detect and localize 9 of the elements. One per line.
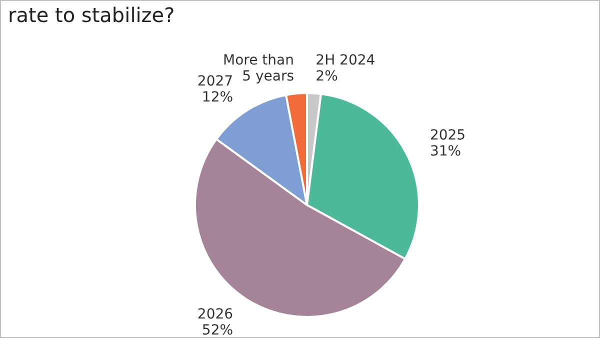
chart-title: rate to stabilize? [8,3,175,27]
slice-label: 2026 [197,306,234,323]
slice-label: 2027 [197,73,234,90]
slice-label: 2H 2024 [316,52,376,68]
slice-label: 2025 [430,127,466,144]
data-label: 52% [202,322,234,338]
data-label: 2% [316,68,338,84]
data-label: 31% [430,143,462,160]
data-label: 12% [202,89,234,106]
